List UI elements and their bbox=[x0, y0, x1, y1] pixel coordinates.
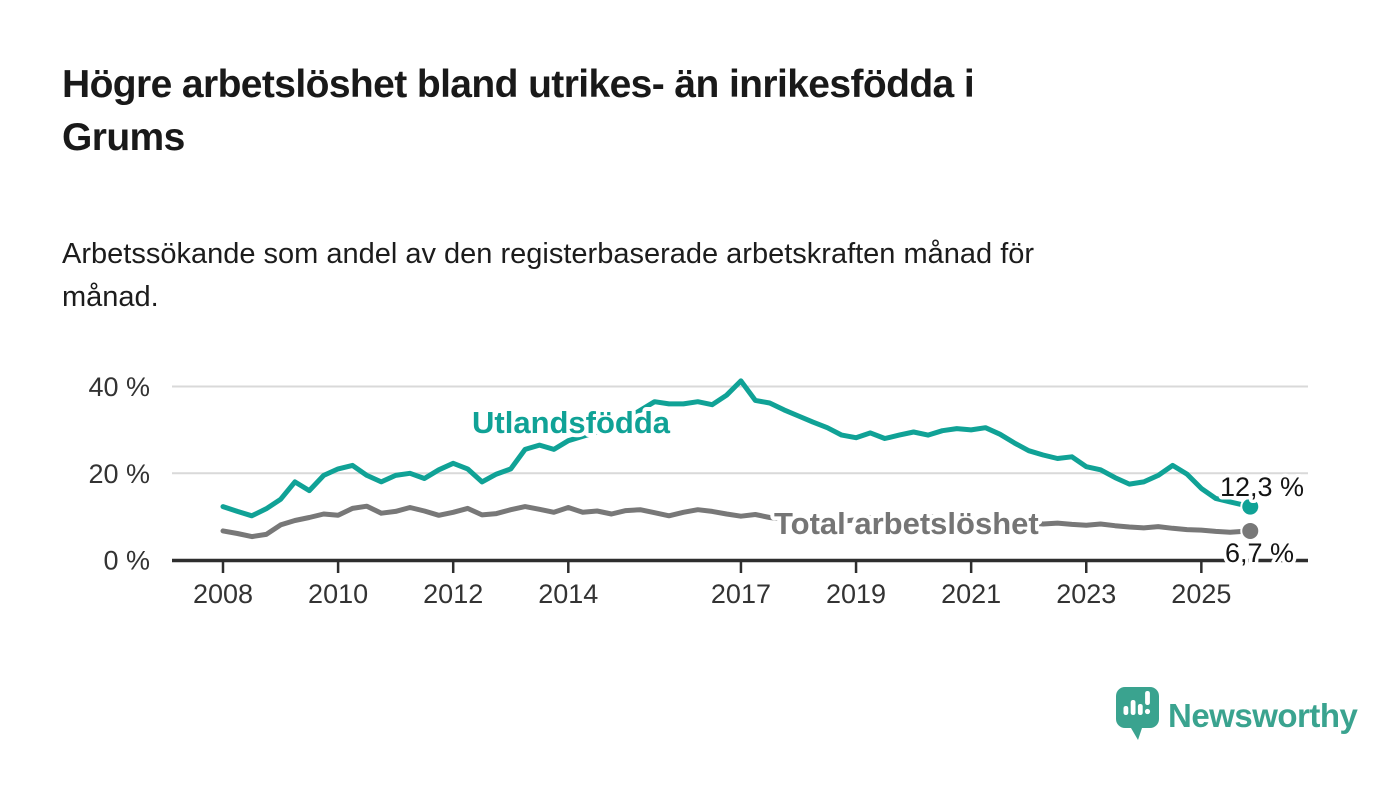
series-line-total bbox=[220, 503, 1253, 540]
logo-exclamation-bar bbox=[1145, 691, 1150, 705]
series-label-utlandsfodda: Utlandsfödda bbox=[472, 405, 671, 440]
speech-bubble-shape bbox=[1116, 687, 1159, 740]
x-tick-label: 2025 bbox=[1171, 579, 1231, 609]
series-lines bbox=[220, 378, 1253, 540]
y-tick-label: 20 % bbox=[88, 459, 150, 489]
end-value-label-total: 6,7 % bbox=[1225, 538, 1294, 568]
x-axis bbox=[172, 558, 1308, 573]
x-tick-label: 2019 bbox=[826, 579, 886, 609]
newsworthy-logo: Newsworthy bbox=[1116, 687, 1359, 740]
chart-title: Högre arbetslöshet bland utrikes- än inr… bbox=[62, 58, 1332, 164]
chart-title-line2: Grums bbox=[62, 116, 185, 159]
x-tick-label: 2014 bbox=[538, 579, 598, 609]
x-tick-label: 2008 bbox=[193, 579, 253, 609]
newsworthy-wordmark: Newsworthy bbox=[1168, 697, 1359, 734]
chart-subtitle-line2: månad. bbox=[62, 281, 159, 313]
x-tick-label: 2017 bbox=[711, 579, 771, 609]
y-tick-label: 0 % bbox=[103, 546, 150, 576]
chart-subtitle-line1: Arbetssökande som andel av den registerb… bbox=[62, 238, 1035, 270]
newsworthy-logo-icon bbox=[1116, 687, 1159, 740]
end-dot-utlandsfodda bbox=[1240, 496, 1261, 517]
chart-title-line1: Högre arbetslöshet bland utrikes- än inr… bbox=[62, 63, 975, 106]
series-end-dots bbox=[1240, 496, 1261, 541]
x-tick-label: 2021 bbox=[941, 579, 1001, 609]
end-dot-total bbox=[1240, 520, 1261, 541]
logo-exclamation-dot bbox=[1144, 708, 1151, 715]
end-value-label-utlandsfodda: 12,3 % bbox=[1220, 472, 1304, 502]
x-tick-label: 2012 bbox=[423, 579, 483, 609]
axis-tick-labels: 0 % 20 % 40 % 2008 2010 2012 2014 2017 2019 2021 2… bbox=[88, 372, 1231, 609]
series-line-utlandsfodda bbox=[220, 378, 1253, 519]
gridlines bbox=[172, 385, 1308, 475]
y-tick-label: 40 % bbox=[88, 372, 150, 402]
series-label-total-arbetsloshet: Total arbetslöshet bbox=[774, 506, 1039, 541]
logo-bar-3 bbox=[1137, 704, 1143, 715]
logo-bar-1 bbox=[1123, 706, 1129, 715]
logo-bar-2 bbox=[1130, 700, 1136, 715]
x-tick-label: 2023 bbox=[1056, 579, 1116, 609]
chart-subtitle: Arbetssökande som andel av den registerb… bbox=[62, 233, 1332, 319]
x-tick-label: 2010 bbox=[308, 579, 368, 609]
